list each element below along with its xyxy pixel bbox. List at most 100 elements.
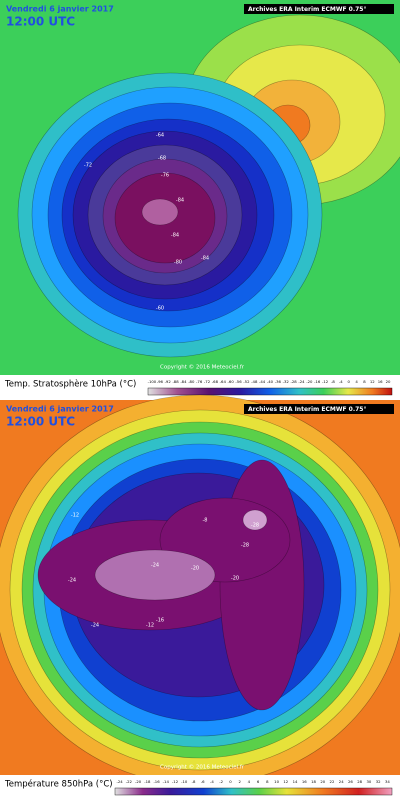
scale-label: -36 [275, 379, 282, 384]
scale-label: 12 [283, 779, 288, 784]
contour-label: -20 [231, 576, 239, 582]
legend-title: Temp. Stratosphère 10hPa (°C) [4, 379, 136, 390]
scale-label: -20 [306, 379, 313, 384]
contour-label: -12 [71, 513, 79, 519]
scale-label: 18 [311, 779, 316, 784]
scale-label: -96 [157, 379, 164, 384]
scale-label: -76 [196, 379, 203, 384]
source-box [244, 4, 394, 14]
contour-label: -28 [251, 523, 259, 529]
scale-label: -24 [298, 379, 305, 384]
color-scale [114, 787, 393, 796]
scale-label: 6 [257, 779, 260, 784]
contour-label: -72 [84, 163, 92, 169]
scale-label: -20 [135, 779, 142, 784]
scale-label: 4 [355, 379, 358, 384]
map-date: Vendredi 6 janvier 2017 [6, 5, 114, 14]
scale-label: -100 [148, 379, 157, 384]
contour-label: -12 [146, 623, 154, 629]
temperature-zone [219, 459, 305, 711]
scale-label: -52 [243, 379, 250, 384]
scale-label: 12 [370, 379, 375, 384]
scale-label: 16 [302, 779, 307, 784]
contour-label: -16 [156, 618, 164, 624]
contour-label: -8 [203, 518, 208, 524]
scale-label: -40 [267, 379, 274, 384]
legend-strip [0, 775, 400, 800]
temperature-zone [242, 509, 268, 531]
scale-label: -2 [219, 779, 223, 784]
scale-label: 0 [229, 779, 232, 784]
scale-label: 14 [293, 779, 298, 784]
contour-label: -68 [158, 156, 166, 162]
scale-label: -72 [204, 379, 211, 384]
contour-label: -24 [68, 578, 76, 584]
temperature-zone [141, 198, 179, 226]
scale-label: -12 [172, 779, 179, 784]
scale-label: -10 [181, 779, 188, 784]
scale-label: -4 [339, 379, 343, 384]
map-source: Archives ERA Interim ECMWF 0.75° [248, 406, 366, 413]
scale-label: -64 [220, 379, 227, 384]
scale-label: 2 [238, 779, 241, 784]
contour-label: -28 [241, 543, 249, 549]
legend-title: Température 850hPa (°C) [4, 779, 113, 790]
contour-label: -84 [201, 256, 209, 262]
temperature-zone [94, 549, 216, 601]
scale-label: 28 [357, 779, 362, 784]
scale-label: 4 [248, 779, 251, 784]
scale-label: -8 [331, 379, 335, 384]
color-scale [147, 387, 393, 396]
scale-label: 26 [348, 779, 353, 784]
map-copyright: Copyright © 2016 Meteociel.fr [160, 364, 245, 371]
scale-label: -28 [291, 379, 298, 384]
contour-label: -64 [156, 133, 164, 139]
scale-label: 20 [320, 779, 325, 784]
contour-label: -76 [161, 173, 169, 179]
scale-label: 16 [378, 379, 383, 384]
scale-label: -8 [192, 779, 196, 784]
scale-label: -84 [180, 379, 187, 384]
scale-label: 24 [339, 779, 344, 784]
map-date: Vendredi 6 janvier 2017 [6, 405, 114, 414]
scale-label: 8 [363, 379, 366, 384]
scale-label: -44 [259, 379, 266, 384]
scale-label: 22 [330, 779, 335, 784]
scale-label: -80 [188, 379, 195, 384]
map-time: 12:00 UTC [6, 15, 75, 29]
scale-label: 0 [347, 379, 350, 384]
map-time: 12:00 UTC [6, 415, 75, 429]
scale-label: -22 [126, 779, 133, 784]
scale-label: -88 [172, 379, 179, 384]
scale-label: 8 [266, 779, 269, 784]
scale-label: -18 [144, 779, 151, 784]
contour-label: -24 [91, 623, 99, 629]
scale-label: -6 [201, 779, 205, 784]
scale-label: 32 [376, 779, 381, 784]
scale-label: -14 [163, 779, 170, 784]
scale-label: 10 [274, 779, 279, 784]
scale-label: -4 [210, 779, 214, 784]
scale-label: 34 [385, 779, 390, 784]
scale-label: -12 [322, 379, 329, 384]
scale-label: 30 [366, 779, 371, 784]
scale-label: -16 [153, 779, 160, 784]
scale-label: -60 [228, 379, 235, 384]
contour-label: -84 [171, 233, 179, 239]
scale-label: -16 [314, 379, 321, 384]
contour-label: -80 [174, 260, 182, 266]
scale-label: -92 [165, 379, 172, 384]
contour-label: -24 [151, 563, 159, 569]
scale-label: -68 [212, 379, 219, 384]
scale-label: 20 [386, 379, 391, 384]
map-source: Archives ERA Interim ECMWF 0.75° [248, 6, 366, 13]
contour-label: -20 [191, 566, 199, 572]
map-copyright: Copyright © 2016 Meteociel.fr [160, 764, 245, 771]
scale-label: -24 [117, 779, 124, 784]
scale-label: -56 [235, 379, 242, 384]
source-box [244, 404, 394, 414]
map-panel: -28-24 -20-16-12-8-24 -20-12-28-24Vendredi… [0, 394, 400, 800]
